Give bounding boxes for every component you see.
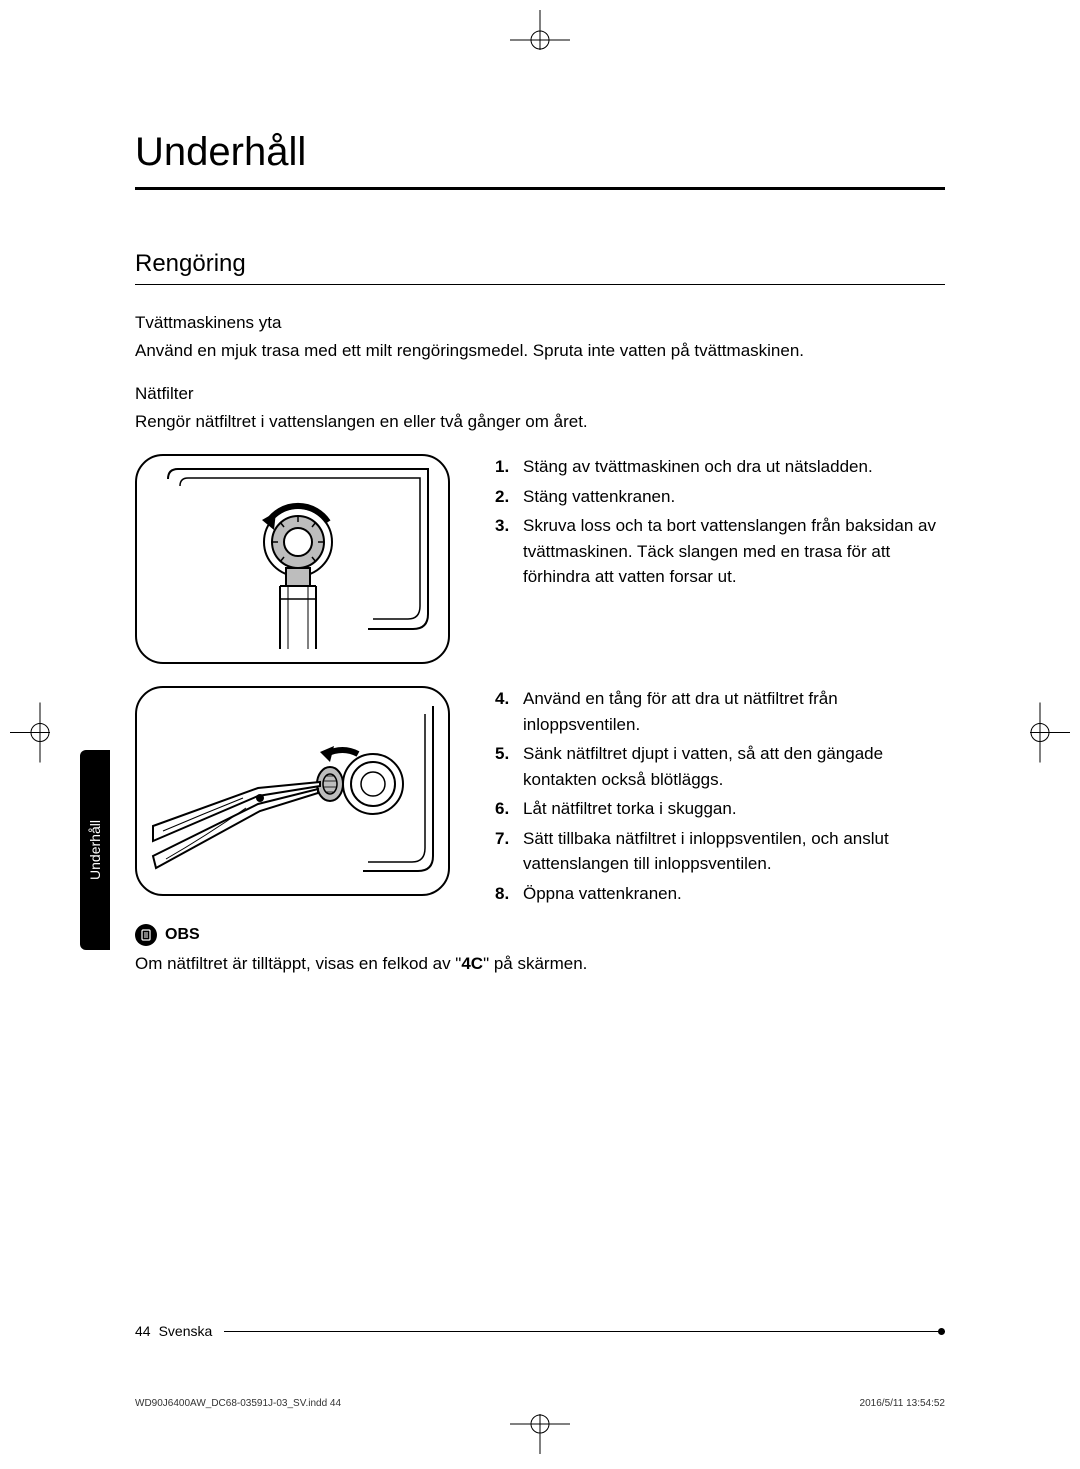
step-item: 4.Använd en tång för att dra ut nätfiltr… xyxy=(495,686,945,737)
step-item: 3.Skruva loss och ta bort vattenslangen … xyxy=(495,513,945,590)
page-content: Underhåll Rengöring Tvättmaskinens yta A… xyxy=(135,130,945,1339)
step-item: 1.Stäng av tvättmaskinen och dra ut näts… xyxy=(495,454,945,480)
page-number: 44 xyxy=(135,1323,151,1339)
subsection-1-text: Använd en mjuk trasa med ett milt rengör… xyxy=(135,339,945,364)
step-item: 7.Sätt tillbaka nätfiltret i inloppsvent… xyxy=(495,826,945,877)
step-item: 6.Låt nätfiltret torka i skuggan. xyxy=(495,796,945,822)
crop-mark-right xyxy=(1030,702,1070,767)
print-footer-left: WD90J6400AW_DC68-03591J-03_SV.indd 44 xyxy=(135,1398,341,1409)
footer-rule xyxy=(224,1331,945,1332)
step-list-2: 4.Använd en tång för att dra ut nätfiltr… xyxy=(495,686,945,906)
side-tab-label: Underhåll xyxy=(87,820,103,880)
step-item: 5.Sänk nätfiltret djupt i vatten, så att… xyxy=(495,741,945,792)
figure-1 xyxy=(135,454,450,664)
figure-steps-row-2: 4.Använd en tång för att dra ut nätfiltr… xyxy=(135,686,945,910)
note-label: OBS xyxy=(165,926,200,944)
step-item: 8.Öppna vattenkranen. xyxy=(495,881,945,907)
note-header: OBS xyxy=(135,924,945,946)
figure-steps-row-1: 1.Stäng av tvättmaskinen och dra ut näts… xyxy=(135,454,945,676)
crop-mark-left xyxy=(10,702,50,767)
footer-language: Svenska xyxy=(159,1323,213,1339)
crop-mark-top xyxy=(510,10,570,55)
print-footer-right: 2016/5/11 13:54:52 xyxy=(860,1398,945,1409)
step-item: 2.Stäng vattenkranen. xyxy=(495,484,945,510)
subsection-1-title: Tvättmaskinens yta xyxy=(135,313,945,333)
note-icon xyxy=(135,924,157,946)
main-title: Underhåll xyxy=(135,130,945,190)
section-title: Rengöring xyxy=(135,250,945,285)
step-list-1: 1.Stäng av tvättmaskinen och dra ut näts… xyxy=(495,454,945,590)
crop-mark-bottom xyxy=(510,1414,570,1459)
note-text: Om nätfiltret är tilltäppt, visas en fel… xyxy=(135,952,945,976)
subsection-2-title: Nätfilter xyxy=(135,384,945,404)
print-footer: WD90J6400AW_DC68-03591J-03_SV.indd 44 20… xyxy=(135,1398,945,1409)
figure-2 xyxy=(135,686,450,896)
side-tab: Underhåll xyxy=(80,750,110,950)
page-footer: 44 Svenska xyxy=(135,1323,945,1339)
subsection-2-text: Rengör nätfiltret i vattenslangen en ell… xyxy=(135,410,945,435)
